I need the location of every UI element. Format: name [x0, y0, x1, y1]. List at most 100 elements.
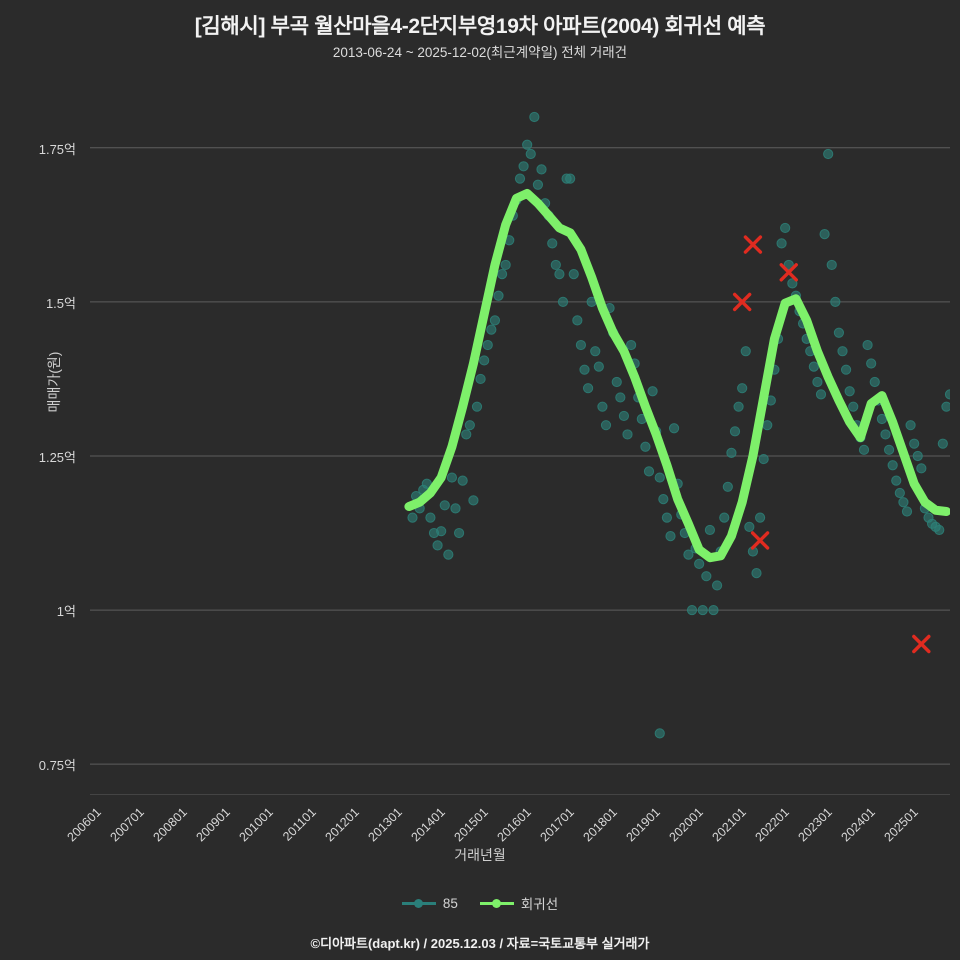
scatter-point	[848, 401, 859, 412]
outlier-markers-layer	[732, 235, 931, 654]
scatter-point	[532, 179, 544, 190]
legend-item[interactable]: 회귀선	[479, 893, 558, 913]
plot-area	[90, 80, 950, 795]
scatter-point	[683, 549, 694, 560]
scatter-point	[407, 512, 418, 523]
scatter-point	[837, 346, 848, 357]
scatter-point	[647, 386, 658, 397]
scatter-point	[844, 386, 855, 397]
scatter-point	[590, 346, 601, 357]
scatter-point	[522, 139, 533, 150]
scatter-point	[450, 503, 461, 514]
scatter-point	[858, 444, 870, 455]
scatter-point	[686, 604, 698, 616]
scatter-point	[733, 401, 744, 412]
scatter-point	[758, 453, 769, 465]
scatter-point	[464, 420, 475, 431]
scatter-point	[740, 346, 751, 357]
legend-marker-icon	[401, 897, 436, 909]
scatter-point	[830, 296, 841, 307]
scatter-point	[701, 571, 712, 582]
scatter-point	[941, 401, 950, 412]
scatter-point	[489, 315, 501, 326]
scatter-point	[708, 604, 719, 616]
scatter-point	[704, 524, 716, 536]
scatter-point	[575, 339, 587, 351]
scatter-point	[876, 413, 888, 425]
scatter-point	[937, 438, 948, 449]
scatter-point	[901, 506, 913, 517]
scatter-point	[582, 383, 594, 394]
outlier-cross-stroke	[750, 531, 770, 550]
scatter-point	[719, 512, 730, 523]
scatter-point	[654, 472, 665, 483]
scatter-point	[500, 259, 511, 271]
scatter-point	[446, 472, 458, 483]
scatter-point	[618, 410, 630, 422]
scatter-point	[453, 527, 465, 539]
scatter-point	[697, 604, 708, 616]
scatter-point	[565, 173, 576, 184]
scatter-point	[600, 420, 612, 431]
y-axis-title: 매매가(원)	[46, 351, 62, 413]
legend-marker-icon	[479, 897, 514, 909]
scatter-point	[443, 549, 454, 560]
scatter-point	[640, 441, 651, 452]
scatter-point	[894, 487, 905, 499]
scatter-point	[744, 521, 755, 532]
outlier-cross-stroke	[732, 292, 752, 312]
scatter-point	[436, 526, 447, 537]
scatter-point	[783, 259, 794, 271]
chart-legend: 85 회귀선	[0, 893, 960, 913]
scatter-point	[815, 389, 827, 400]
y-axis-tick-label: 1.75억	[38, 141, 76, 157]
scatter-points-layer	[407, 111, 950, 739]
plot-canvas	[90, 111, 950, 795]
scatter-point	[514, 173, 526, 184]
scatter-point	[905, 420, 916, 431]
scatter-point	[557, 296, 569, 307]
scatter-point	[550, 259, 561, 271]
scatter-point	[776, 238, 787, 249]
scatter-point	[475, 373, 486, 385]
scatter-point	[572, 315, 583, 326]
scatter-point	[944, 389, 950, 400]
legend-label: 85	[442, 895, 458, 911]
scatter-point	[611, 376, 622, 388]
scatter-point	[425, 512, 436, 523]
legend-item[interactable]: 85	[401, 895, 458, 911]
footer-credit: ©디아파트(dapt.kr) / 2025.12.03 / 자료=국토교통부 실…	[310, 936, 650, 951]
scatter-point	[754, 512, 766, 523]
scatter-point	[762, 420, 773, 431]
scatter-point	[496, 269, 508, 280]
scatter-point	[568, 269, 579, 280]
scatter-point	[661, 512, 673, 523]
scatter-point	[880, 429, 891, 440]
scatter-point	[819, 228, 830, 240]
scatter-point	[432, 540, 443, 551]
regression-line-layer	[404, 188, 950, 563]
scatter-point	[909, 438, 920, 449]
scatter-point	[554, 269, 565, 280]
scatter-point	[934, 524, 945, 536]
outlier-marker	[743, 235, 763, 254]
regression-line	[404, 188, 950, 563]
scatter-point	[468, 495, 479, 506]
scatter-point	[665, 531, 676, 542]
scatter-point	[529, 111, 540, 123]
y-axis-tick-label: 0.75억	[38, 758, 76, 774]
scatter-point	[722, 481, 733, 492]
outlier-cross-stroke	[779, 263, 798, 282]
scatter-point	[493, 290, 504, 301]
y-axis-tick-label: 1.5억	[45, 295, 76, 311]
scatter-point	[823, 148, 834, 160]
scatter-point	[471, 401, 483, 412]
scatter-point	[547, 238, 558, 249]
scatter-point	[751, 568, 762, 579]
scatter-point	[729, 426, 741, 437]
scatter-point	[808, 361, 819, 372]
scatter-point	[536, 164, 547, 175]
scatter-point	[479, 355, 490, 366]
scatter-point	[840, 364, 852, 375]
